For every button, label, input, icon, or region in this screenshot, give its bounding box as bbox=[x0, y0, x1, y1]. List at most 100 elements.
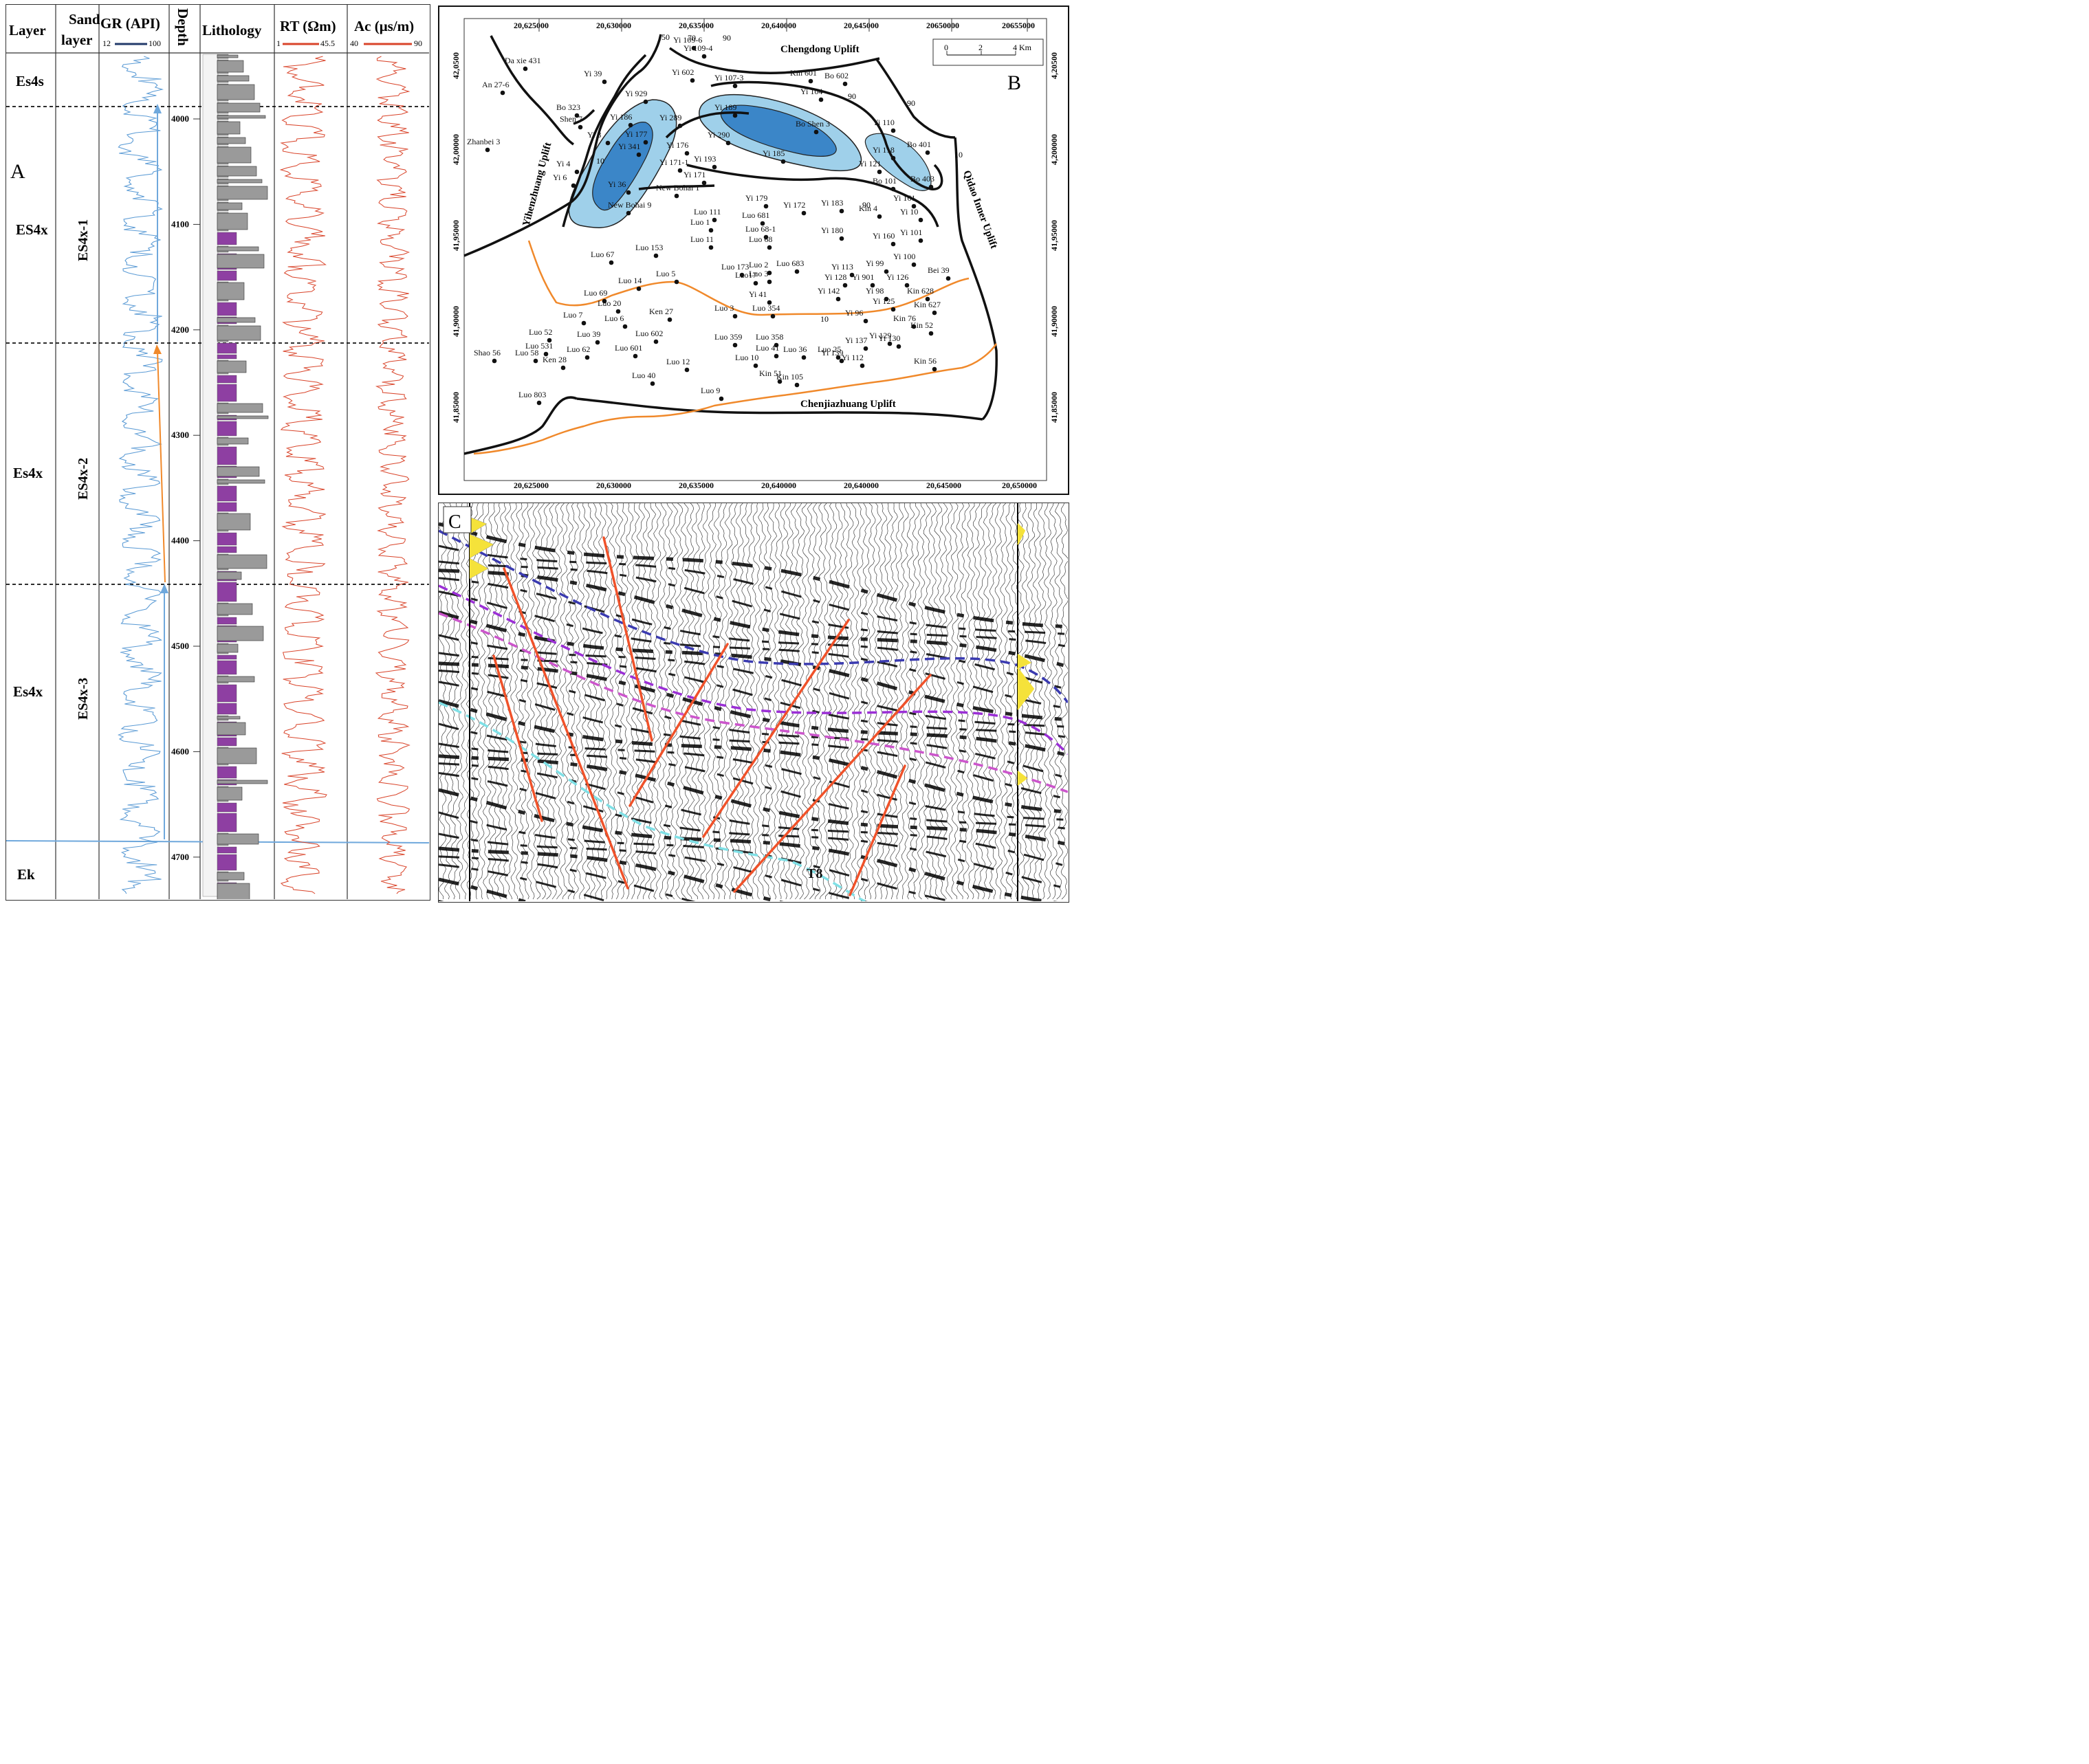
well-marker bbox=[794, 269, 800, 274]
y-ticks-left: 42,0500 42,00000 41,95000 41,90000 41,85000 bbox=[451, 52, 461, 423]
well-marker bbox=[500, 90, 505, 96]
x-tick-bottom: 20,650000 bbox=[1002, 481, 1037, 490]
faults-orange bbox=[473, 240, 998, 455]
well-label: Luo 111 bbox=[694, 207, 721, 217]
well-marker bbox=[560, 365, 566, 371]
well-label: Yi 8 bbox=[587, 130, 601, 140]
well-log-panel: Layer Sand layer GR (API) 12 100 Depth L… bbox=[6, 4, 430, 903]
well-marker bbox=[650, 381, 655, 386]
map-panel: 20,625000 20,630000 20,635000 20,640000 20,6… bbox=[438, 5, 1069, 495]
contour-label: 10 bbox=[820, 314, 829, 324]
uplift-boundaries bbox=[463, 34, 998, 455]
sand-layer-3: ES4x-3 bbox=[76, 678, 91, 720]
well-marker bbox=[732, 342, 738, 348]
well-marker bbox=[767, 279, 772, 285]
x-tick-top: 20,635000 bbox=[679, 21, 714, 30]
well-label: Kin 628 bbox=[907, 286, 934, 296]
well-marker bbox=[760, 221, 765, 226]
well-label: Kin 56 bbox=[914, 356, 937, 366]
well-marker bbox=[911, 203, 917, 209]
depth-tick-label: 4500 bbox=[171, 641, 189, 651]
well-label: Yi 290 bbox=[708, 130, 730, 140]
well-marker bbox=[808, 78, 813, 84]
well-marker bbox=[911, 262, 917, 267]
well-marker bbox=[708, 245, 714, 250]
well-marker bbox=[609, 260, 614, 265]
well-label: Bo 101 bbox=[873, 176, 897, 186]
well-marker bbox=[842, 81, 848, 87]
well-marker bbox=[485, 147, 490, 153]
well-label: Yi 36 bbox=[608, 179, 626, 189]
well-label: Luo 683 bbox=[776, 258, 804, 268]
well-marker bbox=[708, 228, 714, 233]
well-marker bbox=[774, 353, 779, 359]
y-tick-right: 41,90000 bbox=[1049, 306, 1059, 337]
well-label: Yi 129 bbox=[869, 331, 891, 340]
layer-es4s: Es4s bbox=[16, 73, 44, 89]
well-marker bbox=[602, 298, 607, 304]
well-label: Luo 20 bbox=[598, 298, 621, 308]
well-marker bbox=[863, 318, 868, 324]
well-marker bbox=[918, 217, 923, 223]
well-marker bbox=[605, 140, 611, 146]
well-label: Yi 177 bbox=[625, 129, 647, 139]
well-marker bbox=[842, 283, 848, 288]
well-label: Bo Shen 3 bbox=[796, 119, 830, 129]
well-marker bbox=[770, 313, 776, 319]
seismic-panel: C T8 bbox=[438, 503, 1069, 903]
well-marker bbox=[753, 363, 758, 368]
well-marker bbox=[732, 83, 738, 89]
well-label: Yi 179 bbox=[745, 193, 767, 203]
well-label: Luo 52 bbox=[529, 327, 552, 337]
panel-c-label-box bbox=[443, 506, 472, 533]
well-marker bbox=[674, 279, 679, 285]
well-label: Yi 107-3 bbox=[714, 73, 743, 82]
well-label: Yi 121 bbox=[859, 159, 881, 168]
well-label: Luo 69 bbox=[584, 288, 607, 298]
well-label: Shao 56 bbox=[474, 348, 501, 357]
well-label: Luo 173 bbox=[721, 262, 749, 272]
well-marker bbox=[813, 129, 819, 135]
well-label: Bo 403 bbox=[910, 174, 934, 184]
well-marker bbox=[945, 276, 951, 281]
well-label: Shen 7 bbox=[560, 114, 582, 124]
gr-curve bbox=[118, 56, 164, 894]
well-label: Yi 185 bbox=[763, 148, 785, 158]
well-label: New Bohai 1 bbox=[656, 183, 699, 192]
well-marker bbox=[643, 99, 648, 104]
layer-es4x-2: Es4x bbox=[13, 465, 43, 481]
well-label: Yi 142 bbox=[818, 286, 840, 296]
well-marker bbox=[763, 234, 769, 240]
well-marker bbox=[523, 66, 528, 71]
well-label: Bo 602 bbox=[824, 71, 849, 80]
well-marker bbox=[839, 358, 844, 364]
well-marker bbox=[794, 382, 800, 388]
well-marker bbox=[835, 355, 841, 360]
well-label: Yi 109-4 bbox=[683, 43, 712, 53]
seismic-traces bbox=[439, 503, 1069, 900]
depth-tick-label: 4400 bbox=[171, 536, 189, 546]
well-marker bbox=[849, 272, 855, 278]
well-marker bbox=[690, 78, 695, 83]
column-grid bbox=[6, 5, 429, 899]
well-marker bbox=[643, 140, 648, 145]
well-label: Bo 401 bbox=[907, 140, 931, 149]
well-marker bbox=[870, 283, 875, 288]
contour-label: 90 bbox=[907, 98, 915, 108]
well-label: Yi 100 bbox=[893, 252, 915, 261]
well-marker bbox=[725, 140, 731, 146]
sand-layer-1: ES4x-1 bbox=[76, 219, 91, 261]
well-marker bbox=[904, 283, 910, 288]
well-marker bbox=[543, 351, 549, 357]
well-marker bbox=[533, 358, 538, 364]
well-marker bbox=[890, 307, 896, 312]
well-marker bbox=[636, 152, 642, 157]
well-label: Luo 58 bbox=[515, 348, 538, 357]
well-label: Yi 128 bbox=[824, 272, 846, 282]
well-label: Luo 531 bbox=[525, 341, 553, 351]
well-marker bbox=[653, 253, 659, 258]
well-label: Yi 602 bbox=[672, 67, 694, 77]
well-marker bbox=[622, 324, 628, 329]
well-marker bbox=[536, 400, 542, 406]
well-label: Luo 39 bbox=[577, 329, 600, 339]
